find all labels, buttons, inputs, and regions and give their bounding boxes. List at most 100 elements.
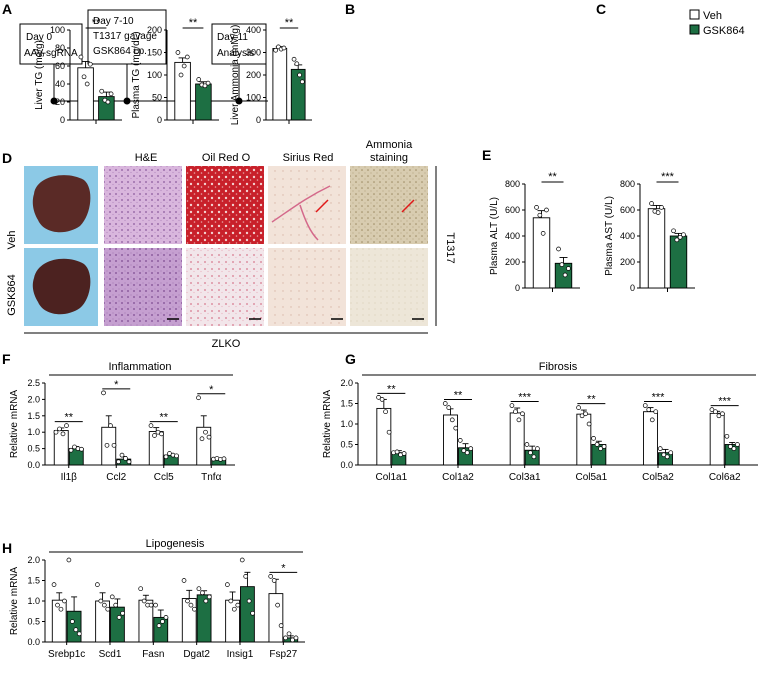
data-point — [87, 61, 93, 67]
data-point — [735, 442, 740, 447]
data-point — [206, 594, 212, 600]
y-tick-label: 200 — [620, 257, 635, 267]
chart-title: Inflammation — [109, 361, 172, 373]
data-point — [544, 207, 549, 213]
bar-veh — [376, 407, 392, 466]
data-point — [98, 598, 104, 604]
timeline-box-day11 — [211, 23, 267, 65]
data-point — [243, 574, 249, 579]
x-tick-label: Fsp27 — [269, 649, 297, 660]
chart-e1: E 0 200 400 600 800 Plasma ALT (U/L) ** — [482, 147, 580, 293]
y-tick-label: 400 — [505, 231, 520, 241]
histo-am-veh — [350, 166, 428, 244]
data-point — [286, 631, 292, 637]
chart-c: C 0 100 200 300 400 Liver Ammonia (mM/g) ** — [230, 1, 606, 125]
y-tick-label: 0.0 — [340, 460, 353, 470]
data-point — [105, 606, 111, 612]
y-tick-label: 0 — [630, 283, 635, 293]
y-tick-label: 150 — [147, 48, 162, 58]
y-axis-label: Plasma TG (mg/dL) — [131, 31, 142, 118]
data-point — [181, 578, 187, 583]
data-point — [379, 397, 385, 402]
data-point — [53, 429, 59, 435]
y-axis-label: Liver Ammonia (mM/g) — [230, 25, 241, 126]
panel-letter-c: C — [596, 1, 606, 17]
data-point — [160, 619, 165, 624]
legend-swatch-gsk — [689, 24, 700, 35]
y-tick-label: 800 — [505, 179, 520, 189]
data-point — [559, 262, 565, 267]
significance-label: ** — [387, 383, 396, 395]
data-point — [716, 413, 722, 419]
data-point — [401, 451, 407, 456]
panel-letter-d: D — [2, 150, 12, 166]
data-point — [225, 582, 230, 587]
significance-label: ** — [64, 412, 73, 424]
timeline-dot-2 — [235, 97, 243, 105]
y-tick-label: 60 — [55, 61, 65, 71]
data-point — [724, 433, 730, 439]
data-point — [461, 448, 467, 453]
data-point — [661, 452, 667, 458]
row-label-gsk: GSK864 — [6, 274, 18, 316]
data-point — [60, 431, 66, 437]
data-point — [649, 201, 654, 206]
data-point — [202, 83, 208, 89]
data-point — [185, 598, 190, 604]
bar-veh — [647, 208, 666, 289]
data-point — [528, 450, 533, 456]
data-point — [184, 54, 190, 60]
data-point — [99, 88, 105, 94]
data-point — [84, 81, 90, 87]
data-point — [453, 425, 459, 431]
bar-gsk — [669, 235, 688, 289]
data-point — [79, 446, 84, 452]
data-point — [534, 205, 539, 210]
data-point — [57, 426, 62, 432]
data-point — [250, 610, 255, 616]
x-tick-label: Col5a1 — [575, 472, 607, 483]
bar-veh — [272, 48, 288, 121]
y-tick-label: 1.5 — [340, 399, 353, 409]
y-tick-label: 0.5 — [27, 617, 40, 627]
timeline-analysis: Analysis — [217, 48, 254, 59]
data-point — [111, 442, 117, 448]
data-point — [653, 409, 659, 415]
panel-letter-f: F — [2, 351, 11, 367]
legend-label-veh: Veh — [703, 10, 722, 22]
x-tick-label: Ccl2 — [106, 472, 126, 483]
data-point — [446, 405, 452, 410]
data-point — [728, 444, 733, 449]
zlko-label: ZLKO — [212, 338, 241, 350]
x-tick-label: Fasn — [142, 649, 164, 660]
legend-label-gsk: GSK864 — [703, 25, 745, 37]
significance-label: ** — [587, 394, 596, 406]
chart-title: Fibrosis — [539, 361, 578, 373]
significance-label: *** — [652, 392, 666, 404]
y-tick-label: 0 — [256, 115, 261, 125]
data-point — [297, 72, 302, 78]
data-point — [163, 454, 169, 460]
y-tick-label: 600 — [620, 205, 635, 215]
timeline-box-day0 — [19, 23, 83, 65]
data-point — [566, 266, 571, 271]
bar-gsk — [66, 610, 82, 643]
x-tick-label: Col3a1 — [509, 472, 541, 483]
data-point — [664, 454, 670, 460]
data-point — [579, 413, 585, 419]
data-point — [51, 582, 57, 587]
y-tick-label: 50 — [152, 93, 162, 103]
data-point — [228, 598, 234, 604]
timeline-dot-1 — [123, 97, 131, 105]
histo-sr-veh — [268, 166, 346, 244]
histo-sr-gsk — [268, 248, 346, 326]
chart-b2: 0 50 100 150 200 Plasma TG (mg/dL) ** — [131, 17, 219, 125]
panel-letter-b1: B — [345, 1, 355, 17]
x-tick-label: Il1β — [61, 472, 78, 483]
data-point — [376, 395, 381, 400]
chart-h: H 0.0 0.5 1.0 1.5 2.0 Relative mRNA Lipogenesis… — [2, 538, 305, 660]
panel-letter-h: H — [2, 540, 12, 556]
data-point — [156, 623, 162, 628]
significance-label: ** — [548, 171, 557, 183]
